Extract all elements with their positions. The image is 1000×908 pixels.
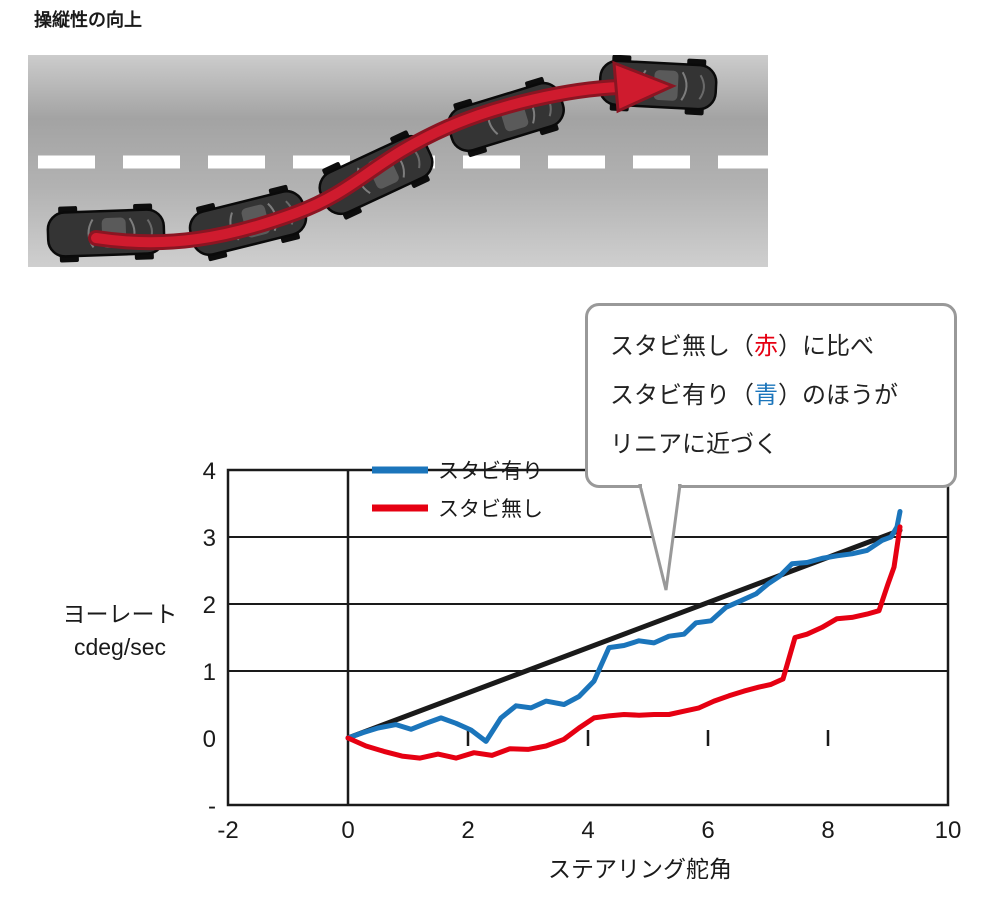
trajectory-arrow [88, 60, 677, 251]
callout-line: リニアに近づく [610, 431, 778, 458]
callout-text: スタビ無し（赤）に比べ スタビ有り（青）のほうが リニアに近づく [610, 322, 932, 469]
plot-border [226, 468, 950, 807]
y-tick-label: 1 [203, 659, 216, 686]
y-tick-label: 3 [203, 525, 216, 552]
x-tick-label: 2 [461, 817, 474, 844]
series-line [345, 524, 903, 761]
y-tick-label: 0 [203, 726, 216, 753]
series-line [345, 509, 903, 744]
x-tick-label: 10 [935, 817, 962, 844]
callout-tail [638, 484, 682, 591]
y-tick-label: - [208, 793, 216, 820]
arrowhead-icon [612, 60, 677, 114]
x-tick-label: -2 [217, 817, 238, 844]
series-line [345, 527, 903, 741]
page-title: 操縦性の向上 [34, 10, 142, 30]
callout-line: スタビ有り（青）のほうが [610, 382, 898, 409]
lane-change-illustration [28, 55, 768, 267]
x-tick-label: 4 [581, 817, 594, 844]
legend-label: スタビ有り [438, 460, 543, 483]
x-axis-title: ステアリング舵角 [548, 856, 732, 882]
x-tick-label: 6 [701, 817, 714, 844]
y-axis-title: ヨーレート [63, 601, 178, 627]
callout-line: スタビ無し（赤）に比べ [610, 333, 874, 360]
x-tick-label: 0 [341, 817, 354, 844]
y-axis-title: cdeg/sec [74, 634, 166, 660]
y-tick-label: 4 [203, 458, 216, 485]
legend-label: スタビ無し [438, 498, 543, 521]
callout-bubble: スタビ無し（赤）に比べ スタビ有り（青）のほうが リニアに近づく [585, 303, 957, 488]
x-tick-label: 8 [821, 817, 834, 844]
y-tick-label: 2 [203, 592, 216, 619]
